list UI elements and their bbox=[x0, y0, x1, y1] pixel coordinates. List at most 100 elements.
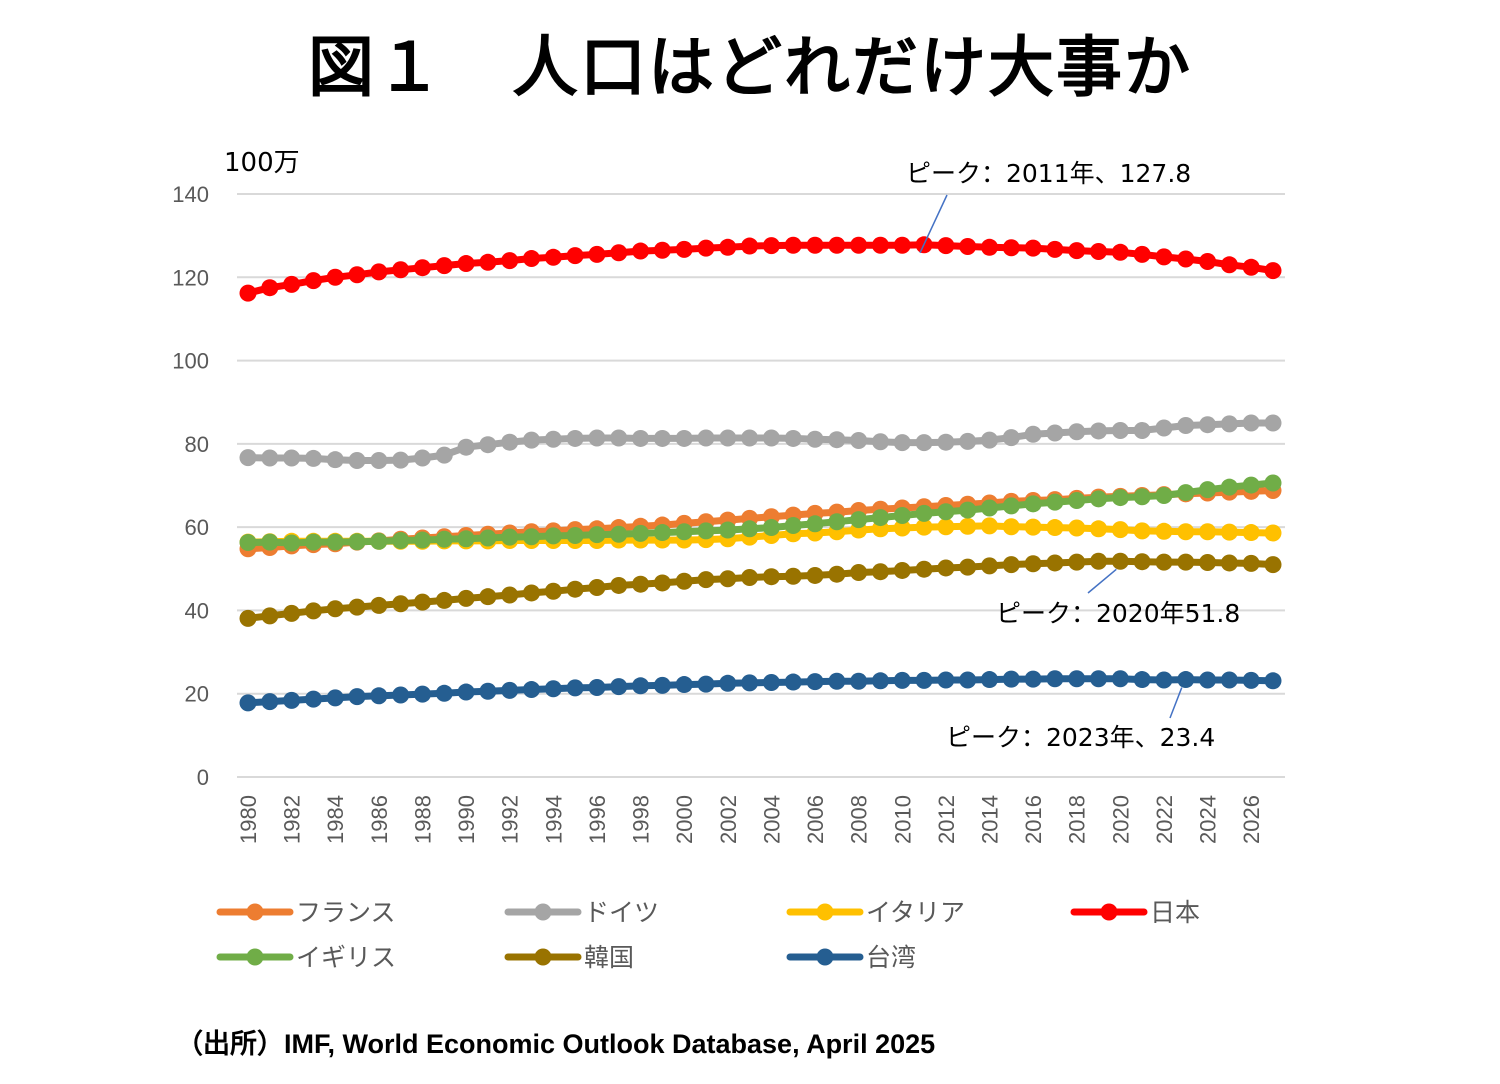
data-point bbox=[370, 532, 388, 550]
data-point bbox=[893, 506, 911, 524]
data-point bbox=[959, 558, 977, 576]
data-point bbox=[937, 237, 955, 255]
data-point bbox=[413, 685, 431, 703]
data-point bbox=[937, 503, 955, 521]
data-point bbox=[348, 452, 366, 470]
data-point bbox=[1199, 523, 1217, 541]
data-point bbox=[871, 563, 889, 581]
data-point bbox=[1046, 240, 1064, 258]
data-point bbox=[435, 257, 453, 275]
data-point bbox=[1090, 670, 1108, 688]
data-point bbox=[871, 433, 889, 451]
y-tick-label: 120 bbox=[172, 265, 209, 290]
x-tick-label: 2020 bbox=[1108, 795, 1133, 844]
x-tick-label: 1986 bbox=[367, 795, 392, 844]
data-point bbox=[523, 431, 541, 449]
data-point bbox=[1177, 553, 1195, 571]
data-point bbox=[283, 534, 301, 552]
data-point bbox=[1111, 670, 1129, 688]
data-point bbox=[741, 569, 759, 587]
data-point bbox=[1024, 425, 1042, 443]
data-point bbox=[850, 511, 868, 529]
data-point bbox=[610, 244, 628, 262]
data-point bbox=[762, 519, 780, 537]
data-point bbox=[1046, 424, 1064, 442]
x-tick-label: 2026 bbox=[1239, 795, 1264, 844]
data-point bbox=[959, 517, 977, 535]
data-point bbox=[1264, 262, 1282, 280]
data-point bbox=[1068, 242, 1086, 260]
data-point bbox=[697, 522, 715, 540]
data-point bbox=[1046, 519, 1064, 537]
y-tick-label: 140 bbox=[172, 182, 209, 207]
x-axis-ticks: 1980 1982 1984 1986 1988 1990 1992 1994 1996 1998… bbox=[236, 795, 1264, 844]
data-point bbox=[1264, 474, 1282, 492]
data-point bbox=[566, 580, 584, 598]
data-point bbox=[719, 570, 737, 588]
data-point bbox=[566, 679, 584, 697]
data-point bbox=[653, 574, 671, 592]
data-point bbox=[697, 675, 715, 693]
series-4 bbox=[239, 474, 1282, 552]
data-point bbox=[435, 684, 453, 702]
data-point bbox=[784, 673, 802, 691]
data-point bbox=[479, 588, 497, 606]
x-tick-label: 2022 bbox=[1152, 795, 1177, 844]
legend-label: イギリス bbox=[296, 943, 396, 972]
data-point bbox=[719, 429, 737, 447]
y-tick-label: 80 bbox=[185, 432, 209, 457]
data-point bbox=[806, 673, 824, 691]
data-point bbox=[392, 531, 410, 549]
x-tick-label: 2002 bbox=[716, 795, 741, 844]
legend-swatch-marker bbox=[816, 903, 834, 921]
data-point bbox=[1177, 484, 1195, 502]
data-point bbox=[784, 516, 802, 534]
data-point bbox=[501, 252, 519, 270]
annotations: ピーク：2011年、127.8 ピーク：2020年51.8 ピーク：2023年、23… bbox=[906, 159, 1240, 752]
data-point bbox=[871, 236, 889, 254]
data-point bbox=[1242, 524, 1260, 542]
data-point bbox=[435, 591, 453, 609]
data-point bbox=[239, 534, 257, 552]
data-point bbox=[893, 561, 911, 579]
data-point bbox=[1177, 671, 1195, 689]
data-point bbox=[1155, 522, 1173, 540]
y-axis-unit-label: 100万 bbox=[224, 148, 300, 178]
data-point bbox=[501, 528, 519, 546]
data-point bbox=[239, 694, 257, 712]
data-point bbox=[1220, 554, 1238, 572]
y-tick-label: 40 bbox=[185, 598, 209, 623]
data-point bbox=[653, 241, 671, 259]
series-lines bbox=[239, 236, 1282, 712]
legend-item: イギリス bbox=[216, 943, 396, 972]
data-point bbox=[523, 528, 541, 546]
data-point bbox=[588, 245, 606, 263]
data-point bbox=[283, 449, 301, 467]
data-point bbox=[1242, 414, 1260, 432]
data-point bbox=[1199, 416, 1217, 434]
data-point bbox=[1155, 248, 1173, 266]
x-tick-label: 2006 bbox=[803, 795, 828, 844]
data-point bbox=[850, 672, 868, 690]
data-point bbox=[1220, 478, 1238, 496]
data-point bbox=[1024, 239, 1042, 257]
data-point bbox=[893, 434, 911, 452]
data-point bbox=[348, 688, 366, 706]
data-point bbox=[479, 253, 497, 271]
data-point bbox=[1090, 490, 1108, 508]
y-tick-label: 0 bbox=[197, 765, 209, 790]
data-point bbox=[1002, 670, 1020, 688]
data-point bbox=[915, 518, 933, 536]
data-point bbox=[1068, 553, 1086, 571]
x-tick-label: 1988 bbox=[410, 795, 435, 844]
legend-swatch-marker bbox=[1100, 903, 1118, 921]
data-point bbox=[1155, 553, 1173, 571]
data-point bbox=[326, 600, 344, 618]
data-point bbox=[828, 513, 846, 531]
data-point bbox=[980, 517, 998, 535]
data-point bbox=[1155, 486, 1173, 504]
data-point bbox=[632, 575, 650, 593]
data-point bbox=[283, 275, 301, 293]
series-1 bbox=[239, 414, 1282, 470]
data-point bbox=[304, 272, 322, 290]
